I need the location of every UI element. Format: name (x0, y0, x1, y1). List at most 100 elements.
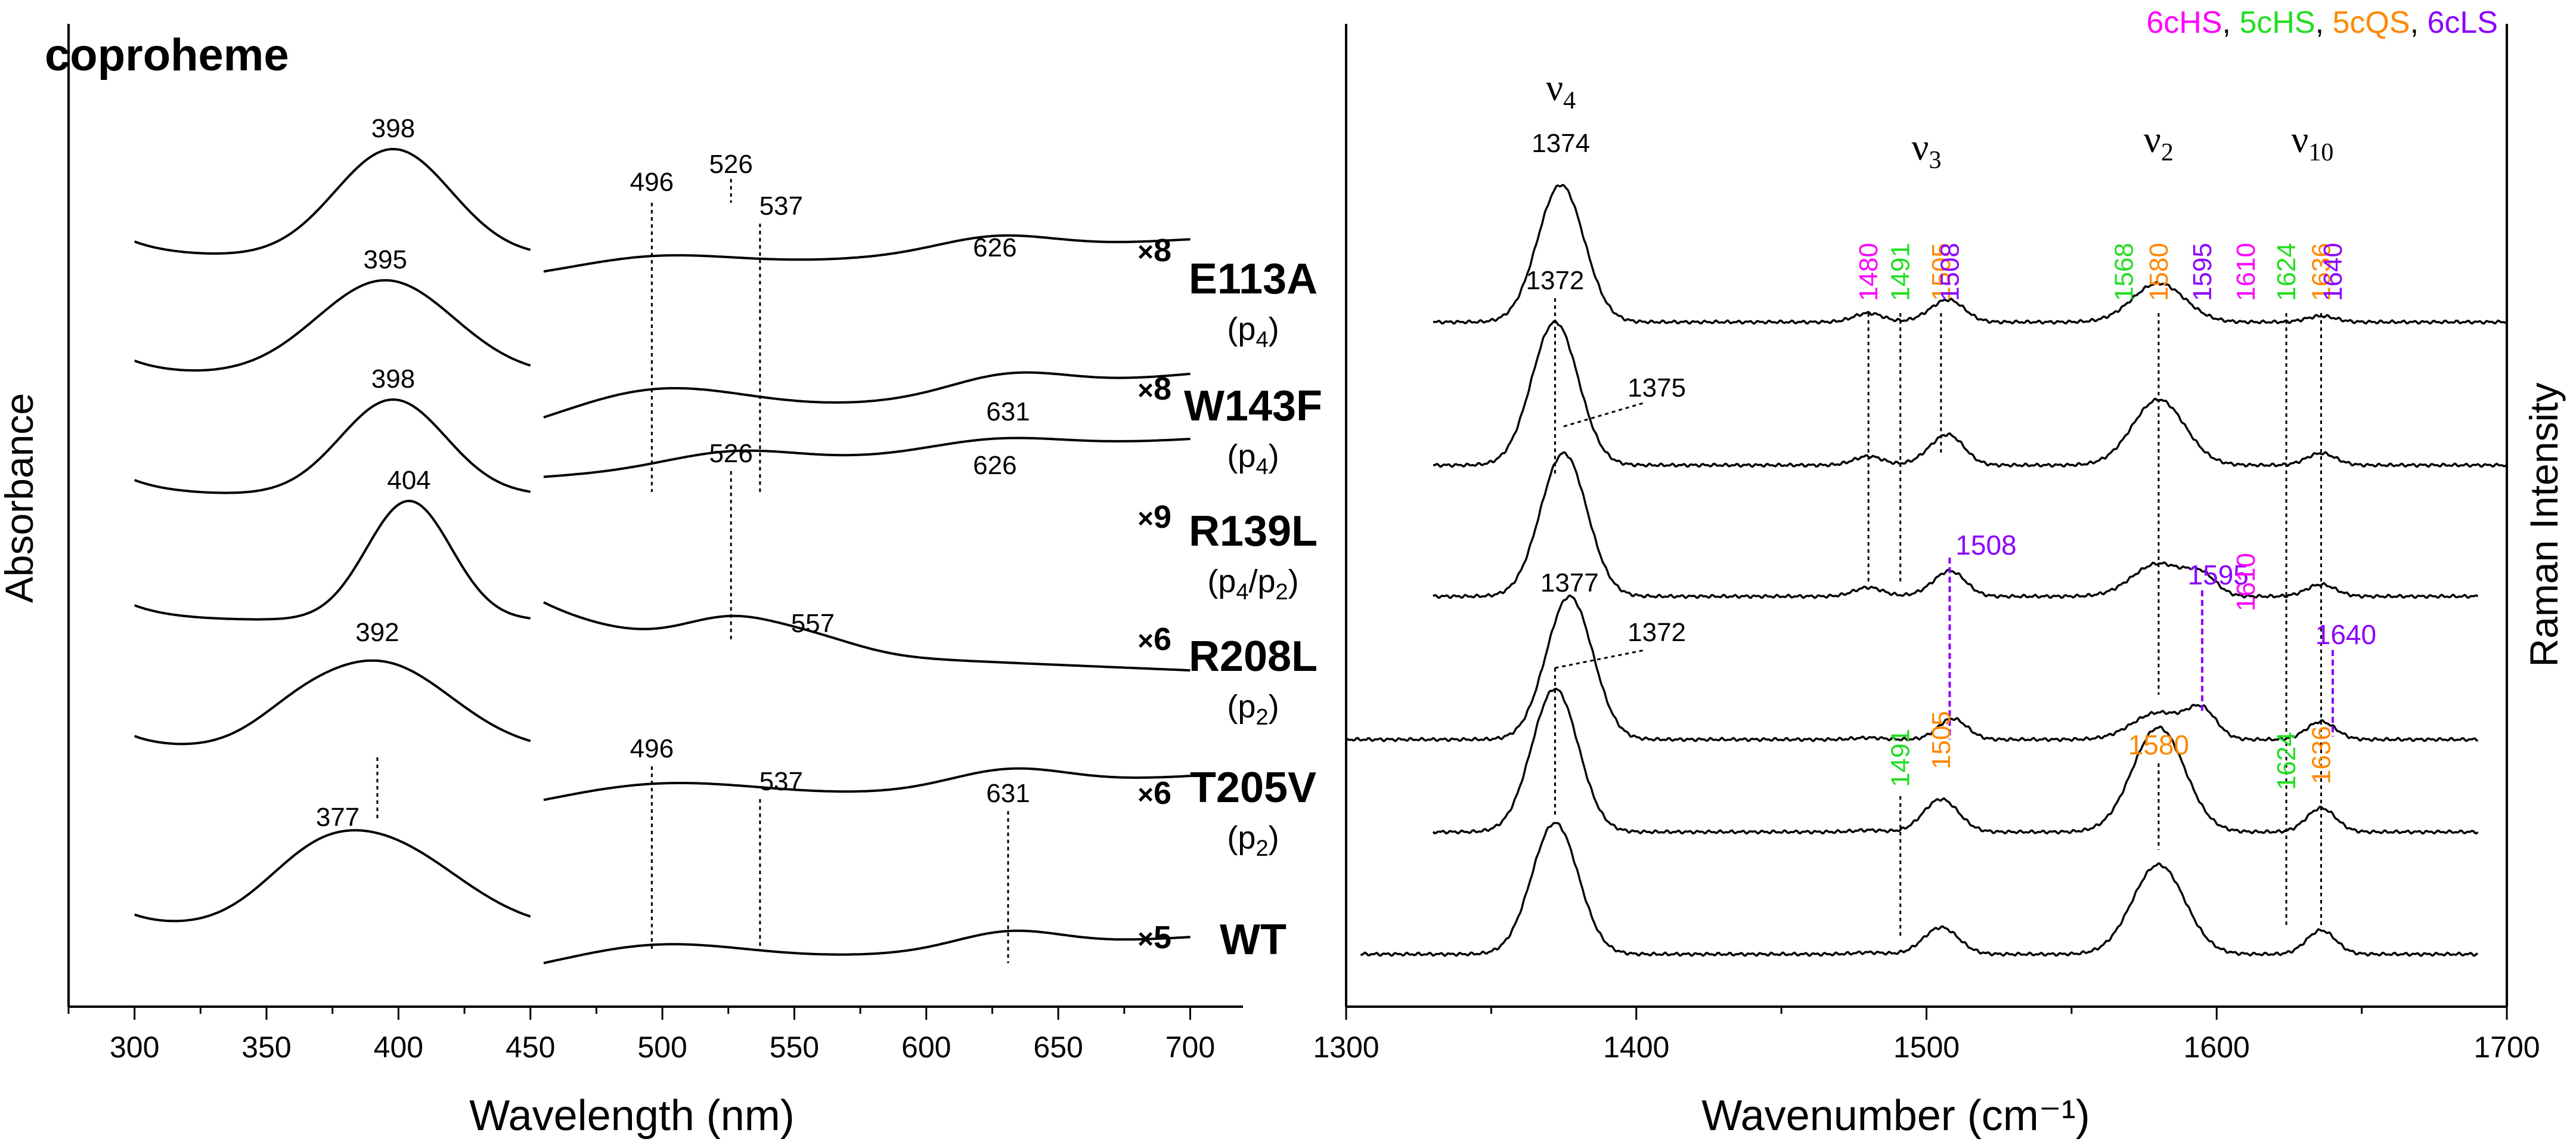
sample-population: (p2) (1227, 820, 1279, 861)
uv-qband-label: 631 (986, 779, 1030, 808)
legend-5cqs: 5cQS (2333, 5, 2410, 40)
uv-qband-label: 557 (791, 609, 835, 638)
raman-marker-line (1563, 401, 1645, 428)
rr-x-tick-label: 1300 (1313, 1031, 1379, 1064)
uv-qband-trace (543, 437, 1191, 478)
raman-band-label: 1491 (1886, 729, 1915, 787)
uv-qband-trace (543, 601, 1191, 672)
sample-population: (p4) (1227, 311, 1279, 352)
rr-x-tick-label: 1400 (1603, 1031, 1669, 1064)
multiplier-value: 8 (1154, 233, 1171, 268)
figure-title: coproheme (45, 30, 289, 81)
population-sub: 2 (1256, 705, 1268, 730)
multiplier-value: 6 (1154, 775, 1171, 811)
uv-x-tick-label: 650 (1033, 1031, 1083, 1064)
population-sub: 2 (1256, 836, 1268, 861)
rr-x-tick-label: 1600 (2184, 1031, 2250, 1064)
uv-x-tick-label: 400 (374, 1031, 423, 1064)
raman-band-label: 1480 (1854, 243, 1883, 301)
multiplier-sign: × (1137, 625, 1154, 656)
mode-symbol: ν (1546, 66, 1563, 109)
raman-band-label: 1508 (1935, 243, 1964, 301)
population-close: ) (1288, 564, 1299, 599)
population-mid: /p (1248, 564, 1275, 599)
uv-qband-label: 526 (709, 439, 752, 468)
multiplier-sign: × (1137, 503, 1154, 534)
multiplier-value: 6 (1154, 621, 1171, 657)
uv-soret-trace (134, 279, 531, 372)
uv-x-tick-label: 300 (110, 1031, 159, 1064)
mode-sub: 3 (1929, 147, 1941, 174)
population-open: (p (1227, 820, 1256, 856)
rr-x-axis-label: Wavenumber (cm⁻¹) (1701, 1092, 2090, 1140)
uv-qband-label: 496 (630, 168, 674, 197)
multiplier-sign: × (1137, 375, 1154, 406)
uv-soret-trace (134, 829, 531, 923)
sample-name: W143F (1184, 382, 1322, 430)
raman-band-label: 1568 (2109, 243, 2138, 301)
raman-band-label: 1372 (1526, 266, 1585, 295)
raman-band-label: 1640 (2318, 243, 2348, 301)
sample-name: R208L (1189, 633, 1318, 680)
uv-x-tick-label: 450 (506, 1031, 555, 1064)
multiplier-value: 9 (1154, 499, 1171, 535)
uv-x-tick-label: 600 (901, 1031, 951, 1064)
multiplier-label: ×6 (1137, 775, 1171, 811)
uv-soret-peak-label: 395 (364, 245, 407, 274)
raman-trace (1360, 822, 2478, 957)
population-open: (p (1227, 311, 1256, 347)
legend-sep-2: , (2315, 5, 2333, 40)
uv-soret-peak-label: 398 (371, 364, 415, 394)
uv-soret-peak-label: 398 (371, 114, 415, 143)
uv-x-tick-label: 500 (637, 1031, 687, 1064)
population-close: ) (1269, 820, 1279, 856)
raman-band-label: 1610 (2231, 553, 2261, 611)
raman-mode-label: ν10 (2291, 118, 2333, 166)
uv-qband-trace (543, 929, 1191, 964)
uv-soret-trace (134, 147, 531, 255)
uv-qband-label: 626 (973, 233, 1016, 262)
uv-soret-trace (134, 659, 531, 745)
uv-soret-peak-label: 404 (387, 466, 430, 495)
uv-soret-peak-label: 392 (355, 618, 399, 647)
raman-mode-label: ν3 (1912, 126, 1942, 174)
rr-x-tick-label: 1500 (1893, 1031, 1960, 1064)
multiplier-label: ×8 (1137, 371, 1171, 407)
uv-qband-trace (543, 767, 1191, 802)
population-close: ) (1269, 438, 1279, 474)
uv-soret-peak-label: 377 (316, 803, 359, 832)
raman-band-label: 1505 (1927, 243, 1956, 301)
raman-trace (1433, 184, 2507, 325)
uv-x-tick-label: 550 (770, 1031, 819, 1064)
multiplier-label: ×5 (1137, 920, 1171, 955)
raman-band-label: 1624 (2272, 243, 2301, 301)
uv-qband-label: 537 (760, 767, 803, 796)
raman-trace (1433, 451, 2479, 599)
uv-x-tick-label: 350 (241, 1031, 291, 1064)
raman-band-label: 1377 (1540, 568, 1599, 598)
sample-name: WT (1220, 916, 1287, 964)
uv-soret-trace (134, 398, 531, 494)
legend-sep-3: , (2410, 5, 2428, 40)
raman-band-label: 1580 (2144, 243, 2174, 301)
sample-name: T205V (1190, 764, 1316, 812)
mode-symbol: ν (2144, 118, 2161, 160)
mode-symbol: ν (1912, 126, 1929, 168)
raman-band-label: 1595 (2188, 559, 2249, 590)
sample-name: R139L (1189, 508, 1318, 555)
sample-name: E113A (1189, 255, 1318, 303)
uv-x-axis-label: Wavelength (nm) (469, 1092, 795, 1140)
multiplier-sign: × (1137, 923, 1154, 954)
uv-soret-trace (134, 499, 531, 621)
multiplier-sign: × (1137, 236, 1154, 267)
raman-band-label: 1595 (2188, 243, 2217, 301)
multiplier-sign: × (1137, 779, 1154, 810)
uv-qband-trace (543, 371, 1191, 419)
text-layer: coproheme Wavelength (nm) Absorbance Wav… (0, 5, 2566, 1140)
legend-5chs: 5cHS (2239, 5, 2315, 40)
raman-band-label: 1491 (1886, 243, 1915, 301)
uv-x-tick-label: 700 (1165, 1031, 1215, 1064)
uv-qband-label: 537 (760, 191, 803, 221)
